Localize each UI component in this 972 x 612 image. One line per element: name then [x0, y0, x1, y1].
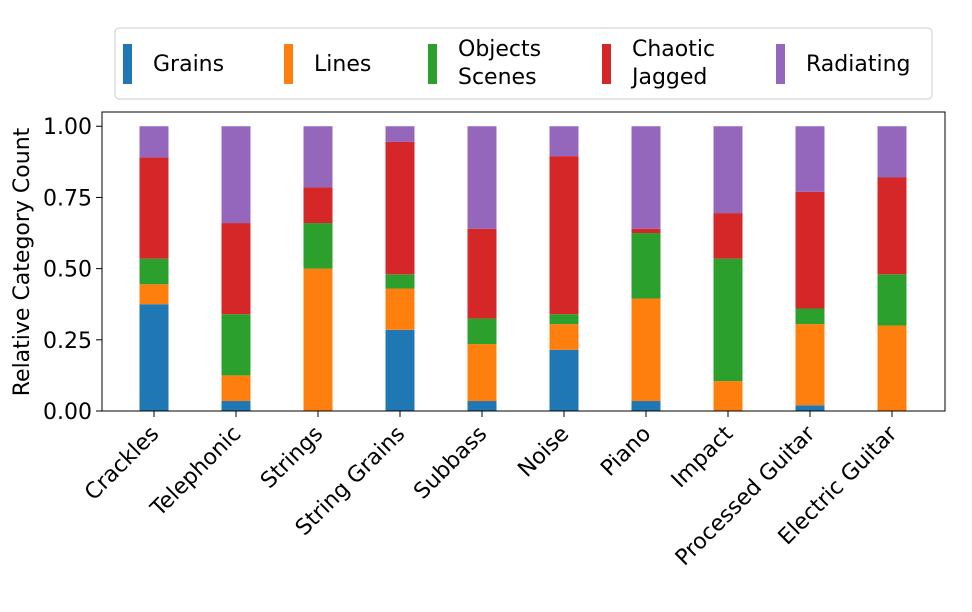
bar-electric-guitar-radiating — [877, 126, 907, 178]
legend-label: Chaotic Jagged — [630, 37, 715, 90]
legend-swatch — [428, 44, 437, 84]
x-tick-label-impact: Impact — [667, 421, 739, 493]
bar-electric-guitar-chaotic-jagged — [877, 177, 907, 275]
y-axis: 0.00 0.25 0.50 0.75 1.00 — [43, 115, 102, 425]
x-tick-label-processed-guitar: Processed Guitar — [671, 421, 821, 571]
y-axis-label: Relative Category Count — [10, 127, 35, 396]
x-tick-label-piano: Piano — [596, 422, 656, 482]
bar-strings-lines — [303, 268, 333, 411]
y-tick-label: 1.00 — [43, 115, 92, 140]
legend-frame — [114, 27, 933, 100]
bar-crackles-grains — [139, 304, 169, 411]
bar-telephonic-lines — [221, 375, 251, 402]
y-tick-label: 0.75 — [43, 186, 92, 211]
bar-noise-lines — [549, 324, 579, 350]
bar-subbass-objects-scenes — [467, 318, 497, 345]
x-tick-label-strings: Strings — [256, 422, 328, 494]
bar-piano-objects-scenes — [631, 233, 661, 299]
bar-telephonic-chaotic-jagged — [221, 223, 251, 315]
legend: Grains Lines Objects Scenes Chaotic Jagged Rad… — [114, 27, 933, 100]
legend-label: Objects Scenes — [458, 37, 541, 90]
x-tick-label-noise: Noise — [513, 422, 574, 483]
bar-crackles-lines — [139, 284, 169, 305]
bar-piano-chaotic-jagged — [631, 228, 661, 234]
bar-impact-objects-scenes — [713, 258, 743, 382]
x-tick-label-subbass: Subbass — [409, 422, 492, 505]
bar-crackles-radiating — [139, 126, 169, 158]
legend-label: Radiating — [806, 52, 911, 77]
bar-telephonic-objects-scenes — [221, 314, 251, 376]
bar-processed-guitar-lines — [795, 324, 825, 406]
legend-item-lines: Lines — [284, 44, 371, 84]
bar-subbass-lines — [467, 344, 497, 402]
bar-piano-lines — [631, 298, 661, 402]
bar-strings-chaotic-jagged — [303, 187, 333, 224]
bar-noise-grains — [549, 349, 579, 411]
y-tick-label: 0.25 — [43, 329, 92, 354]
bar-processed-guitar-grains — [795, 405, 825, 411]
y-tick-label: 0.50 — [43, 258, 92, 283]
bars — [139, 126, 907, 411]
legend-item-radiating: Radiating — [776, 44, 911, 84]
bar-subbass-grains — [467, 401, 497, 411]
bar-electric-guitar-lines — [877, 325, 907, 411]
legend-label: Lines — [314, 52, 371, 77]
bar-crackles-chaotic-jagged — [139, 157, 169, 259]
bar-processed-guitar-objects-scenes — [795, 308, 825, 325]
bar-electric-guitar-objects-scenes — [877, 274, 907, 326]
bar-string-grains-chaotic-jagged — [385, 141, 415, 275]
bar-subbass-chaotic-jagged — [467, 228, 497, 319]
legend-swatch — [776, 44, 785, 84]
bar-piano-radiating — [631, 126, 661, 229]
bar-subbass-radiating — [467, 126, 497, 229]
bar-crackles-objects-scenes — [139, 258, 169, 285]
y-tick-label: 0.00 — [43, 400, 92, 425]
bar-piano-grains — [631, 401, 661, 411]
bar-strings-radiating — [303, 126, 333, 188]
bar-noise-chaotic-jagged — [549, 156, 579, 315]
bar-impact-radiating — [713, 126, 743, 214]
legend-swatch — [284, 44, 293, 84]
bar-processed-guitar-radiating — [795, 126, 825, 192]
legend-item-chaotic-jagged: Chaotic Jagged — [602, 37, 715, 90]
bar-string-grains-lines — [385, 288, 415, 330]
bar-string-grains-radiating — [385, 126, 415, 142]
bar-impact-lines — [713, 381, 743, 411]
bar-noise-radiating — [549, 126, 579, 157]
bar-telephonic-grains — [221, 401, 251, 411]
legend-label: Grains — [153, 52, 224, 77]
bar-telephonic-radiating — [221, 126, 251, 224]
bar-processed-guitar-chaotic-jagged — [795, 191, 825, 309]
plot-frame — [101, 111, 946, 412]
bar-string-grains-objects-scenes — [385, 274, 415, 289]
legend-item-objects-scenes: Objects Scenes — [428, 37, 541, 90]
legend-swatch — [123, 44, 132, 84]
legend-item-grains: Grains — [123, 44, 224, 84]
bar-strings-objects-scenes — [303, 223, 333, 269]
legend-swatch — [602, 44, 611, 84]
bar-noise-objects-scenes — [549, 314, 579, 325]
bar-impact-chaotic-jagged — [713, 213, 743, 259]
x-tick-label-crackles: Crackles — [80, 422, 164, 506]
bar-string-grains-grains — [385, 329, 415, 411]
